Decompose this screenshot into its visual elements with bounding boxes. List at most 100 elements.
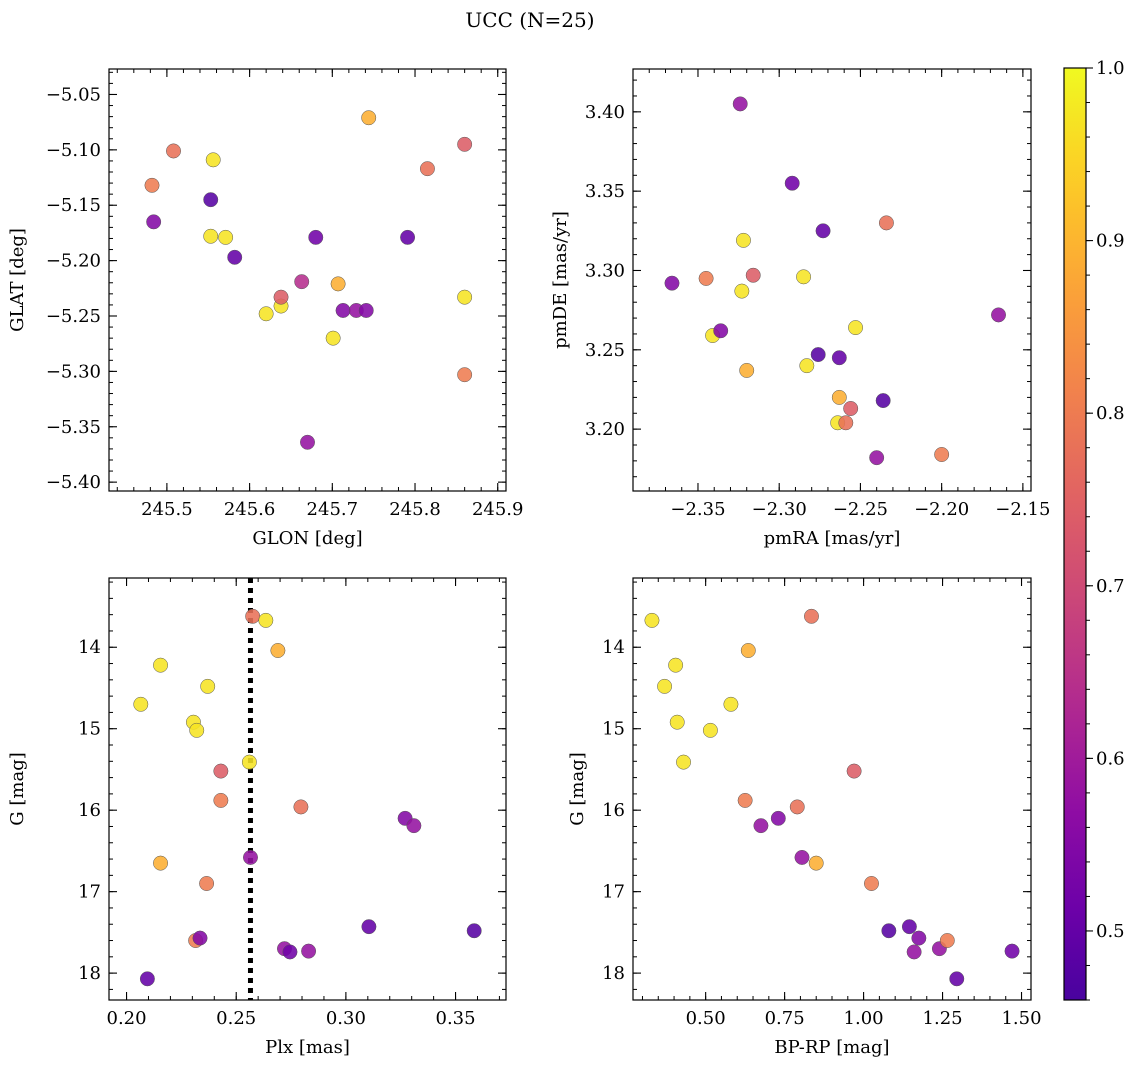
scatter-point xyxy=(906,944,922,960)
axes-frame xyxy=(632,68,1032,492)
y-tick-label: 3.20 xyxy=(585,419,625,440)
y-tick-label: −5.05 xyxy=(46,84,101,105)
x-tick-label: 0.30 xyxy=(326,1008,366,1029)
scatter-point xyxy=(325,330,341,346)
colorbar-tick-label: 1.0 xyxy=(1096,58,1125,79)
scatter-point xyxy=(144,177,160,193)
y-axis-label: G [mag] xyxy=(7,752,28,825)
y-tick-label: 17 xyxy=(78,882,101,903)
scatter-point xyxy=(734,283,750,299)
scatter-point xyxy=(831,389,847,405)
scatter-point xyxy=(203,228,219,244)
y-axis-label: pmDE [mas/yr] xyxy=(550,211,571,349)
scatter-point xyxy=(205,152,221,168)
x-axis-label: BP-RP [mag] xyxy=(774,1037,889,1058)
scatter-point xyxy=(831,350,847,366)
scatter-point xyxy=(740,643,756,658)
scatter-point xyxy=(736,232,751,248)
x-tick-label: 245.7 xyxy=(307,499,359,520)
scatter-point xyxy=(406,818,422,834)
y-tick-label: −5.20 xyxy=(46,251,101,272)
scatter-point xyxy=(668,657,684,673)
y-tick-label: 3.30 xyxy=(585,260,625,281)
scatter-point xyxy=(753,818,769,834)
x-tick-label: 245.8 xyxy=(389,499,441,520)
scatter-point xyxy=(308,229,324,245)
colorbar-tick-label: 0.6 xyxy=(1096,748,1125,769)
scatter-point xyxy=(808,855,824,871)
y-axis-label: G [mag] xyxy=(567,752,588,825)
panel-pmra-pmde: −2.35 −2.30 −2.25 −2.20 −2.15 3.20 3.25 3.30 3.3… xyxy=(550,68,1050,549)
scatter-point xyxy=(227,249,243,265)
y-tick-label: −5.40 xyxy=(46,472,101,493)
scatter-point xyxy=(878,215,894,231)
y-tick-label: −5.35 xyxy=(46,417,101,438)
scatter-point xyxy=(270,643,286,658)
scatter-point xyxy=(166,143,181,159)
scatter-point xyxy=(848,320,864,336)
scatter-point xyxy=(702,722,718,738)
scatter-point xyxy=(258,306,274,322)
y-tick-label: 17 xyxy=(602,882,625,903)
x-tick-label: 0.20 xyxy=(107,1008,147,1029)
scatter-point xyxy=(843,401,859,416)
scatter-point xyxy=(698,270,714,286)
scatter-point xyxy=(400,229,416,245)
scatter-point xyxy=(133,696,149,712)
colorbar-tick-label: 0.8 xyxy=(1096,403,1125,424)
axes-frame xyxy=(108,577,507,1001)
x-tick-label: 245.5 xyxy=(141,499,193,520)
panel-bprp-g: 0.50 0.75 1.00 1.25 1.50 14 15 16 17 18 BP-RP [mag… xyxy=(567,577,1042,1058)
scatter-point xyxy=(153,855,168,871)
scatter-point xyxy=(241,754,257,770)
scatter-point xyxy=(218,229,234,245)
scatter-point xyxy=(153,657,168,673)
scatter-point xyxy=(846,763,862,779)
scatter-point xyxy=(794,849,810,865)
x-tick-label: −2.20 xyxy=(914,499,969,520)
scatter-point xyxy=(784,175,800,191)
y-tick-label: −5.25 xyxy=(46,306,101,327)
y-tick-label: 3.35 xyxy=(585,181,625,202)
scatter-point xyxy=(739,362,755,378)
colorbar-tick-label: 0.9 xyxy=(1096,231,1125,252)
scatter-point xyxy=(358,303,374,318)
y-tick-label: 16 xyxy=(78,800,101,821)
y-tick-label: −5.15 xyxy=(46,195,101,216)
scatter-point xyxy=(713,323,729,339)
scatter-point xyxy=(189,722,205,738)
scatter-point xyxy=(243,849,258,865)
x-axis-label: GLON [deg] xyxy=(252,528,362,549)
scatter-point xyxy=(330,276,346,292)
scatter-point xyxy=(361,919,377,935)
scatter-point xyxy=(901,919,917,935)
figure-title: UCC (N=25) xyxy=(465,8,594,32)
scatter-point xyxy=(869,450,885,466)
scatter-point xyxy=(934,447,950,462)
scatter-point xyxy=(203,192,219,208)
scatter-point xyxy=(723,696,739,712)
colorbar-bar xyxy=(1063,67,1087,1001)
x-tick-label: 0.75 xyxy=(765,1008,805,1029)
y-tick-label: 14 xyxy=(602,637,625,658)
scatter-point xyxy=(466,923,482,939)
x-tick-label: −2.30 xyxy=(752,499,807,520)
scatter-point xyxy=(213,763,229,779)
scatter-point xyxy=(770,810,786,826)
axes-frame xyxy=(632,577,1032,1001)
scatter-point xyxy=(657,678,673,694)
scatter-point xyxy=(294,274,310,290)
scatter-point xyxy=(911,930,927,946)
scatter-point xyxy=(245,608,261,624)
scatter-point xyxy=(669,714,685,730)
scatter-point xyxy=(200,678,216,694)
y-tick-label: 15 xyxy=(78,719,101,740)
scatter-point xyxy=(991,307,1006,323)
scatter-point xyxy=(881,923,897,939)
scatter-point xyxy=(139,971,155,987)
scatter-point xyxy=(939,933,955,948)
y-axis-label: GLAT [deg] xyxy=(7,228,28,332)
x-axis-label: pmRA [mas/yr] xyxy=(764,528,901,549)
x-tick-label: 0.50 xyxy=(686,1008,726,1029)
